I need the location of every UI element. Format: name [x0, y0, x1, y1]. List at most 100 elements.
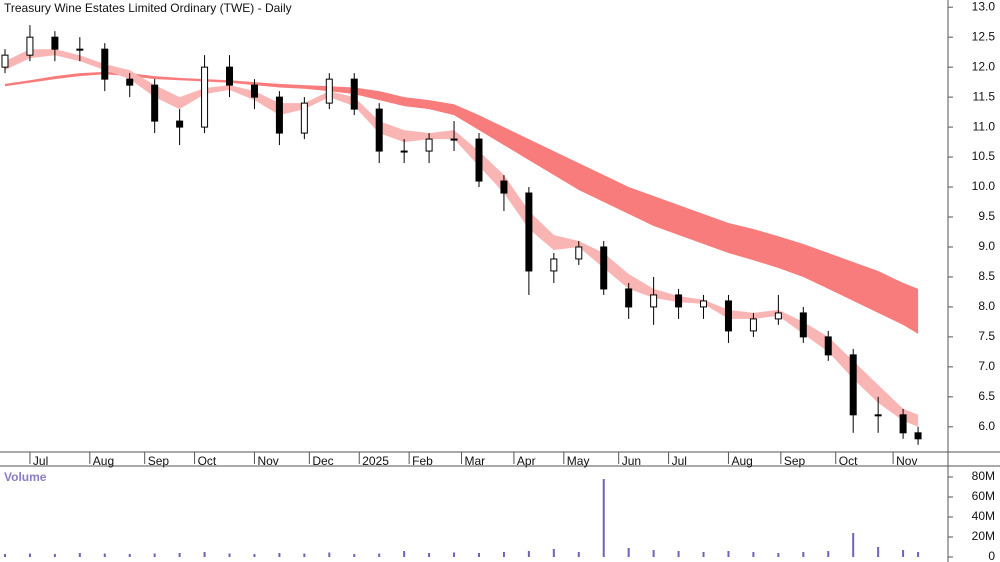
- x-tick-label: May: [567, 454, 590, 468]
- volume-bar: [3, 554, 6, 557]
- volume-bar: [552, 549, 555, 557]
- candle-body: [774, 312, 782, 320]
- candle-body: [226, 66, 234, 86]
- candle-body: [250, 84, 258, 98]
- volume-bar: [78, 553, 81, 557]
- candle-body: [849, 354, 857, 416]
- x-tick-label: Mar: [465, 454, 486, 468]
- volume-bar: [852, 533, 855, 557]
- candle-body: [724, 300, 732, 332]
- volume-bar: [777, 553, 780, 557]
- y-tick-label: 7.5: [978, 329, 995, 343]
- candle-body: [475, 138, 483, 182]
- x-tick-label: Jul: [33, 454, 48, 468]
- volume-bar: [253, 554, 256, 557]
- x-tick-label: Aug: [93, 454, 114, 468]
- candle-body: [151, 84, 159, 122]
- candle-body: [700, 300, 708, 308]
- volume-bar: [752, 552, 755, 557]
- volume-bar: [353, 554, 356, 557]
- volume-bar: [877, 547, 880, 557]
- volume-bar: [802, 552, 805, 557]
- volume-bar: [602, 479, 605, 557]
- candle-body: [26, 36, 34, 56]
- y-tick-label: 11.0: [973, 119, 996, 133]
- candle-body: [874, 414, 882, 417]
- volume-bar: [28, 553, 31, 557]
- candle-body: [76, 48, 84, 51]
- volume-bar: [178, 553, 181, 557]
- volume-bar: [103, 553, 106, 557]
- y-tick-label: 9.5: [978, 209, 995, 223]
- volume-bar: [527, 551, 530, 557]
- candle-body: [675, 294, 683, 308]
- y-tick-label: 6.5: [978, 389, 995, 403]
- volume-bar: [677, 551, 680, 557]
- candle-body: [824, 336, 832, 356]
- volume-bar: [203, 552, 206, 557]
- volume-bar: [403, 551, 406, 557]
- y-tick-label: 13.0: [972, 0, 996, 13]
- candle-body: [525, 192, 533, 272]
- x-tick-label: Feb: [412, 454, 433, 468]
- y-tick-label: 9.0: [978, 239, 995, 253]
- volume-bar: [702, 552, 705, 557]
- volume-bar: [827, 551, 830, 557]
- candle-body: [176, 120, 184, 128]
- volume-bar: [453, 552, 456, 557]
- candle-body: [450, 138, 458, 141]
- candle-body: [201, 66, 209, 128]
- candle-body: [275, 96, 283, 134]
- y-tick-label: 10.0: [972, 179, 996, 193]
- volume-bar: [328, 552, 331, 557]
- x-tick-label: Nov: [896, 454, 917, 468]
- x-tick-label: Jul: [672, 454, 687, 468]
- y-tick-label: 20M: [972, 529, 995, 543]
- y-tick-label: 10.5: [972, 149, 996, 163]
- y-tick-label: 12.0: [972, 59, 996, 73]
- x-tick-label: Oct: [839, 454, 858, 468]
- x-tick-label: Oct: [198, 454, 217, 468]
- volume-bar: [278, 553, 281, 557]
- y-tick-label: 80M: [972, 469, 995, 483]
- candle-body: [914, 432, 922, 440]
- candle-body: [350, 78, 358, 110]
- candle-body: [650, 294, 658, 308]
- x-tick-label: Nov: [257, 454, 278, 468]
- candle-body: [625, 288, 633, 308]
- y-tick-label: 0: [988, 549, 995, 562]
- volume-bar: [428, 553, 431, 557]
- candle-body: [749, 318, 757, 332]
- x-tick-label: Sep: [148, 454, 170, 468]
- volume-bar: [727, 551, 730, 557]
- candle-body: [600, 246, 608, 290]
- volume-bar: [153, 553, 156, 557]
- x-tick-label: Jun: [622, 454, 641, 468]
- candle-body: [400, 150, 408, 153]
- x-tick-label: Sep: [784, 454, 806, 468]
- volume-bar: [378, 553, 381, 557]
- x-tick-label: 2025: [362, 454, 389, 468]
- candle-body: [1, 54, 9, 68]
- y-tick-label: 11.5: [973, 89, 996, 103]
- x-tick-label: Dec: [312, 454, 333, 468]
- x-tick-label: Aug: [731, 454, 752, 468]
- candle-body: [550, 258, 558, 272]
- y-tick-label: 60M: [972, 489, 995, 503]
- candle-body: [899, 414, 907, 434]
- volume-bar: [902, 550, 905, 557]
- y-tick-label: 7.0: [978, 359, 995, 373]
- volume-bar: [502, 552, 505, 557]
- chart-title: Treasury Wine Estates Limited Ordinary (…: [4, 1, 292, 15]
- candle-body: [500, 180, 508, 194]
- volume-bar: [303, 553, 306, 557]
- volume-bar: [627, 548, 630, 557]
- volume-title: Volume: [4, 470, 47, 484]
- y-tick-label: 12.5: [972, 29, 996, 43]
- candle-body: [300, 102, 308, 134]
- volume-bar: [917, 552, 920, 557]
- candle-body: [799, 312, 807, 338]
- candle-body: [575, 246, 583, 260]
- candle-body: [51, 36, 59, 50]
